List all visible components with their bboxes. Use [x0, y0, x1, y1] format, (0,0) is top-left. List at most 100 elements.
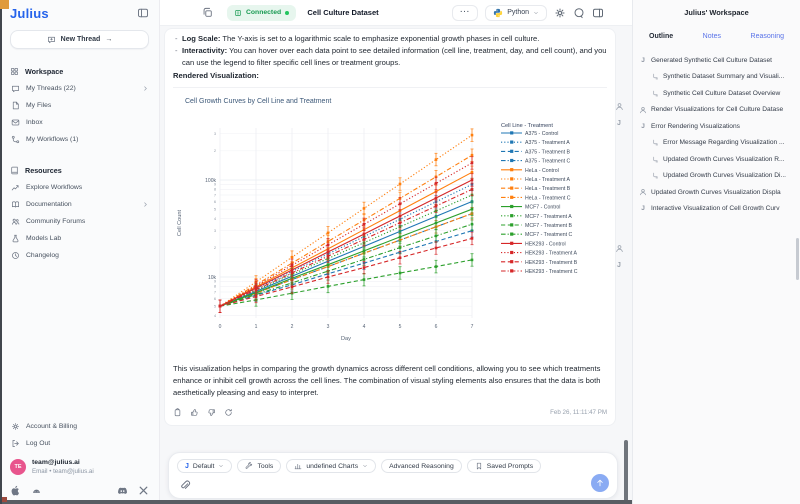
sidebar-item-inbox[interactable]: Inbox: [10, 114, 149, 131]
legend-entry[interactable]: MCF7 - Treatment C: [501, 232, 573, 238]
tab-notes[interactable]: Notes: [702, 33, 721, 40]
user-message-anchor-icon[interactable]: [615, 240, 624, 258]
corner-dot: [2, 497, 7, 502]
svg-text:8: 8: [214, 285, 216, 289]
sidebar-item-models-lab[interactable]: Models Lab: [10, 230, 149, 247]
attach-paperclip-icon[interactable]: [179, 479, 191, 491]
book-icon: [10, 166, 19, 175]
composer-pill-tools[interactable]: Tools: [237, 459, 282, 473]
sub-item-icon: [652, 90, 659, 97]
sidebar-item-account-billing[interactable]: Account & Billing: [10, 418, 149, 435]
chevron-down-icon: [218, 463, 224, 469]
legend-entry[interactable]: HeLa - Control: [501, 168, 559, 174]
outline-item[interactable]: J Generated Synthetic Cell Culture Datase…: [639, 52, 794, 69]
overflow-menu-button[interactable]: ···: [452, 4, 479, 21]
copy-thread-icon[interactable]: [202, 7, 213, 18]
outline-item[interactable]: Updated Growth Curves Visualization Disp…: [639, 184, 794, 201]
legend-entry[interactable]: HeLa - Treatment B: [501, 186, 571, 192]
divider: [173, 87, 607, 89]
sidebar-item-my-workflows-1-[interactable]: My Workflows (1): [10, 131, 149, 148]
composer-pills: J Default Tools undefined Charts Advance…: [177, 459, 609, 473]
refresh-icon[interactable]: [224, 408, 233, 417]
sidebar-item-changelog[interactable]: Changelog: [10, 247, 149, 264]
sub-item-icon: [652, 73, 659, 80]
outline-item[interactable]: J Interactive Visualization of Cell Growt…: [639, 201, 794, 218]
outline-item[interactable]: Updated Growth Curves Visualization Di..…: [639, 168, 794, 185]
topbar: Connected Cell Culture Dataset ··· Pytho…: [160, 0, 632, 26]
mail-icon: [11, 118, 20, 127]
message-action-row: Feb 26, 11:11:47 PM: [173, 407, 607, 417]
svg-text:100k: 100k: [205, 178, 216, 184]
legend-entry[interactable]: MCF7 - Treatment B: [501, 223, 573, 229]
thumbup-icon[interactable]: [190, 408, 199, 417]
legend-entry[interactable]: HEK293 - Treatment C: [501, 269, 578, 275]
settings-gear-icon[interactable]: [554, 7, 566, 19]
send-button[interactable]: [591, 474, 609, 492]
user-message-anchor-icon[interactable]: [615, 98, 624, 116]
legend-entry[interactable]: HEK293 - Control: [501, 242, 566, 248]
apple-logo-icon[interactable]: [10, 485, 21, 496]
julius-message-anchor-icon[interactable]: J: [617, 262, 621, 269]
tab-outline[interactable]: Outline: [649, 33, 674, 40]
connected-badge[interactable]: Connected: [227, 4, 297, 21]
composer[interactable]: J Default Tools undefined Charts Advance…: [168, 452, 618, 499]
sub-item-icon: [652, 156, 659, 163]
right-panel-toggle-icon[interactable]: [592, 7, 604, 19]
legend-entry[interactable]: HeLa - Treatment C: [501, 196, 571, 202]
logout-icon: [11, 439, 20, 448]
discord-logo-icon[interactable]: [117, 485, 128, 496]
svg-text:Cell Line - Treatment: Cell Line - Treatment: [501, 123, 553, 129]
legend-entry[interactable]: HEK293 - Treatment B: [501, 260, 578, 266]
svg-text:3: 3: [214, 229, 216, 233]
main-scrollbar-thumb[interactable]: [624, 440, 628, 504]
outline-item[interactable]: J Error Rendering Visualizations: [639, 118, 794, 135]
svg-text:3: 3: [327, 324, 330, 330]
legend-entry[interactable]: MCF7 - Control: [501, 205, 560, 211]
sidebar-item-documentation[interactable]: Documentation: [10, 196, 149, 213]
outline-item[interactable]: Synthetic Cell Culture Dataset Overview: [639, 85, 794, 102]
thumbdown-icon[interactable]: [207, 408, 216, 417]
new-thread-button[interactable]: New Thread →: [10, 30, 149, 49]
sidebar-item-log-out[interactable]: Log Out: [10, 435, 149, 452]
legend-entry[interactable]: A375 - Treatment C: [501, 159, 571, 165]
legend-entry[interactable]: MCF7 - Treatment A: [501, 214, 572, 220]
composer-pill-undefined-charts[interactable]: undefined Charts: [286, 459, 377, 473]
window-frame-bottom: [0, 500, 632, 504]
android-logo-icon[interactable]: [31, 485, 42, 496]
sidebar-item-explore-workflows[interactable]: Explore Workflows: [10, 179, 149, 196]
composer-pill-advanced-reasoning[interactable]: Advanced Reasoning: [381, 459, 462, 473]
sidebar-collapse-icon[interactable]: [137, 7, 149, 19]
legend-entry[interactable]: A375 - Treatment A: [501, 140, 570, 146]
sidebar-item-my-files[interactable]: My Files: [10, 97, 149, 114]
growth-chart-canvas[interactable]: 10k 100k 4 5 6 7 8 9 2 3 4 5 6 7 8 9 2 3 0 1 2 3 4 5 6 7 Day Cell C…: [173, 88, 607, 350]
outline-item[interactable]: Updated Growth Curves Visualization R...: [639, 151, 794, 168]
julius-message-anchor-icon[interactable]: J: [617, 120, 621, 127]
outline-item[interactable]: Synthetic Dataset Summary and Visuali...: [639, 69, 794, 86]
svg-text:Day: Day: [341, 336, 351, 342]
tab-reasoning[interactable]: Reasoning: [750, 33, 784, 40]
bullet-interactivity: - Interactivity: You can hover over each…: [175, 45, 607, 67]
legend-entry[interactable]: A375 - Control: [501, 131, 558, 137]
legend-entry[interactable]: HEK293 - Treatment A: [501, 251, 577, 257]
sidebar-item-community-forums[interactable]: Community Forums: [10, 213, 149, 230]
outline-item[interactable]: Error Message Regarding Visualization ..…: [639, 135, 794, 152]
account-profile[interactable]: TE team@julius.ai Email • team@julius.ai: [10, 459, 149, 475]
chat-scroll-area[interactable]: - Log Scale: The Y-axis is set to a loga…: [160, 26, 632, 504]
panel-scrollbar-thumb[interactable]: [796, 238, 799, 280]
kernel-select[interactable]: Python: [485, 4, 547, 21]
composer-pill-saved-prompts[interactable]: Saved Prompts: [466, 459, 542, 473]
section-header-resources: Resources: [10, 163, 149, 177]
composer-pill-default[interactable]: J Default: [177, 459, 233, 473]
bookopen-icon: [11, 200, 20, 209]
clipboard-icon[interactable]: [173, 407, 182, 417]
assistant-message-card: - Log Scale: The Y-axis is set to a loga…: [164, 28, 616, 426]
user-icon: [639, 188, 647, 196]
sidebar-item-my-threads-22-[interactable]: My Threads (22): [10, 80, 149, 97]
svg-text:2: 2: [291, 324, 294, 330]
help-chat-icon[interactable]: [573, 7, 585, 19]
outline-item[interactable]: Render Visualizations for Cell Culture D…: [639, 102, 794, 119]
kernel-icon: [234, 9, 242, 17]
legend-entry[interactable]: A375 - Treatment B: [501, 150, 571, 156]
x-logo-icon[interactable]: [138, 485, 149, 496]
legend-entry[interactable]: HeLa - Treatment A: [501, 177, 571, 183]
